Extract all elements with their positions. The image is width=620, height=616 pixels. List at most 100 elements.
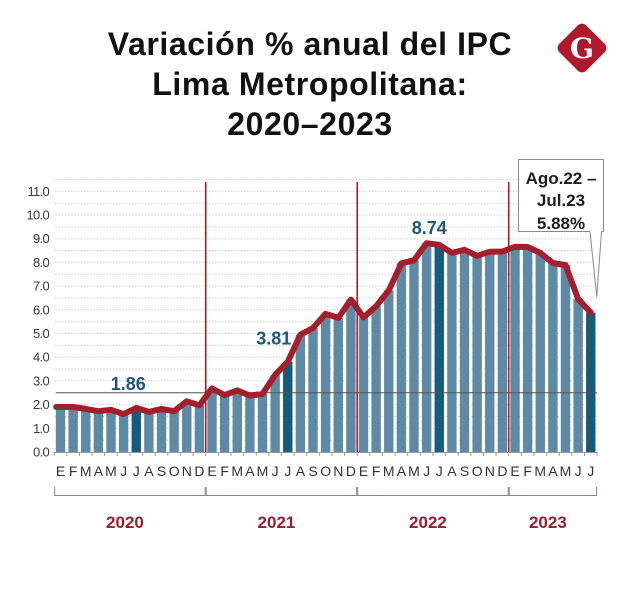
bar <box>81 408 91 452</box>
bar <box>308 328 318 452</box>
logo-diamond <box>557 23 607 73</box>
callout: Ago.22 – Jul.23 5.88% <box>518 159 604 297</box>
y-axis-labels: 0.0 1.0 2.0 3.0 4.0 5.0 6.0 7.0 8.0 9.0 10.0 11.0 <box>26 184 50 460</box>
value-annotations: 1.86 3.81 8.74 <box>111 218 447 394</box>
month-label: E <box>56 463 65 479</box>
bar <box>245 395 255 452</box>
title-line-2: Lima Metropolitana: <box>152 66 468 102</box>
y-tick-label: 4.0 <box>33 350 49 365</box>
month-label: M <box>105 463 117 479</box>
bar-highlighted <box>434 244 444 452</box>
bar-highlighted <box>586 312 596 452</box>
month-label: A <box>94 463 104 479</box>
bar <box>68 406 78 452</box>
month-label: O <box>169 463 180 479</box>
month-label: F <box>69 463 78 479</box>
year-bracket <box>54 487 206 496</box>
month-label: M <box>257 463 269 479</box>
month-label: J <box>120 463 127 479</box>
callout-tail-fill <box>590 230 602 297</box>
title-line-1: Variación % anual del IPC <box>107 26 513 62</box>
month-label: J <box>436 463 443 479</box>
bar <box>522 246 533 452</box>
bar <box>182 401 192 452</box>
month-label: M <box>534 463 546 479</box>
bar <box>472 255 482 452</box>
year-label: 2023 <box>529 513 567 532</box>
bar <box>55 406 66 452</box>
month-label: J <box>272 463 279 479</box>
bar <box>573 298 583 452</box>
year-label: 2020 <box>106 513 144 532</box>
month-label: M <box>80 463 92 479</box>
y-tick-label: 11.0 <box>27 184 49 199</box>
y-tick-label: 1.0 <box>33 421 49 436</box>
month-label: O <box>320 463 331 479</box>
bar <box>535 252 545 452</box>
month-label: A <box>447 463 457 479</box>
month-label: N <box>485 463 495 479</box>
month-label: J <box>587 463 594 479</box>
month-label: J <box>133 463 140 479</box>
y-tick-label: 6.0 <box>33 302 49 317</box>
year-separators <box>204 182 510 452</box>
callout-tail <box>589 231 602 297</box>
title-line-3: 2020–2023 <box>227 106 393 142</box>
y-tick-label: 8.0 <box>33 255 49 270</box>
bar <box>194 405 205 452</box>
month-label: E <box>207 463 216 479</box>
bar <box>232 390 242 452</box>
bar <box>384 290 394 452</box>
bars <box>55 243 596 452</box>
bar <box>106 409 116 452</box>
y-tick-label: 5.0 <box>33 326 49 341</box>
month-label: S <box>308 463 317 479</box>
month-label: E <box>510 463 519 479</box>
month-label: D <box>346 463 356 479</box>
month-label: N <box>333 463 343 479</box>
bar <box>219 395 230 452</box>
month-label: S <box>157 463 166 479</box>
bar <box>560 265 571 452</box>
y-tick-label: 0.0 <box>33 445 49 460</box>
month-label: M <box>383 463 395 479</box>
bar <box>396 263 407 452</box>
bar <box>169 411 179 452</box>
bar-highlighted <box>283 361 293 452</box>
month-label: A <box>397 463 407 479</box>
bar <box>295 334 306 452</box>
bar <box>156 408 167 452</box>
logo-letter: G <box>570 32 594 65</box>
month-label: E <box>359 463 368 479</box>
callout-text-line: Jul.23 <box>537 191 585 210</box>
value-annotation: 8.74 <box>412 218 447 238</box>
bar <box>497 251 508 452</box>
month-label: J <box>284 463 291 479</box>
bar <box>459 249 470 452</box>
month-label: D <box>497 463 507 479</box>
bar <box>548 263 558 452</box>
month-label: A <box>548 463 558 479</box>
callout-box <box>518 159 604 232</box>
callout-text-line: Ago.22 – <box>526 169 597 188</box>
x-axis <box>53 452 598 456</box>
bar <box>270 374 280 452</box>
bar <box>371 306 381 452</box>
brand-logo-icon: G <box>557 23 607 73</box>
y-tick-label: 10.0 <box>26 208 49 223</box>
bar <box>346 299 356 452</box>
y-tick-label: 9.0 <box>33 231 49 246</box>
bar <box>118 414 129 452</box>
month-label: A <box>296 463 306 479</box>
bar <box>257 393 268 452</box>
month-label: A <box>144 463 154 479</box>
bar <box>320 313 331 452</box>
bar-highlighted <box>131 407 141 452</box>
bar <box>333 317 343 452</box>
year-label: 2022 <box>409 513 447 532</box>
year-label: 2021 <box>258 513 296 532</box>
month-label: F <box>523 463 532 479</box>
trend-line <box>53 240 594 418</box>
